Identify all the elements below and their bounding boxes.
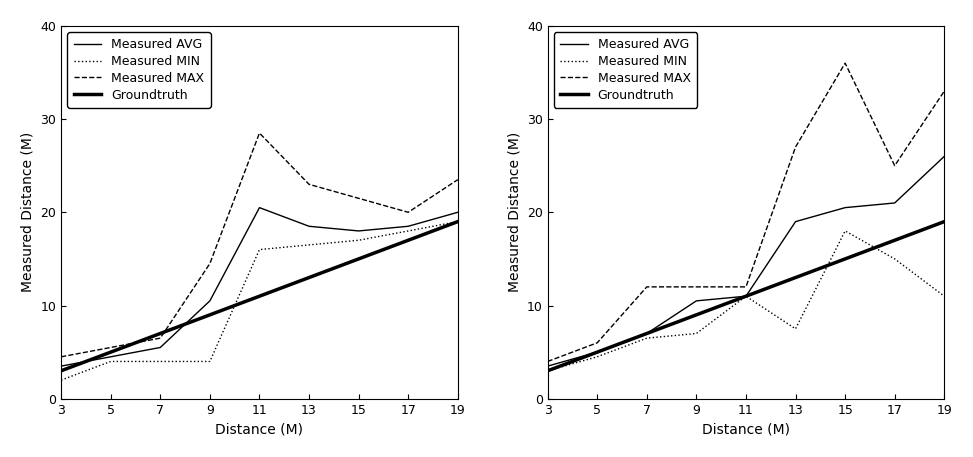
- Line: Measured MAX: Measured MAX: [61, 133, 457, 357]
- Measured MIN: [254, 247, 266, 252]
- Measured AVG: [451, 210, 463, 215]
- Groundtruth: [790, 275, 802, 280]
- Groundtruth: [254, 293, 266, 299]
- Line: Groundtruth: Groundtruth: [61, 222, 457, 371]
- Measured MAX: [840, 60, 851, 66]
- Measured MAX: [403, 210, 414, 215]
- Measured AVG: [105, 354, 117, 360]
- Measured MIN: [592, 354, 603, 360]
- Groundtruth: [304, 275, 315, 280]
- Measured MAX: [889, 163, 901, 169]
- Measured MIN: [105, 359, 117, 364]
- Legend: Measured AVG, Measured MIN, Measured MAX, Groundtruth: Measured AVG, Measured MIN, Measured MAX…: [554, 32, 697, 108]
- Measured MAX: [155, 335, 166, 341]
- Measured AVG: [403, 223, 414, 229]
- Groundtruth: [938, 219, 950, 224]
- Line: Measured MAX: Measured MAX: [548, 63, 944, 361]
- Measured AVG: [542, 363, 554, 369]
- Measured MIN: [938, 293, 950, 299]
- Measured MIN: [542, 368, 554, 373]
- Groundtruth: [204, 312, 216, 318]
- Measured AVG: [938, 154, 950, 159]
- Measured AVG: [889, 200, 901, 206]
- Measured AVG: [204, 298, 216, 303]
- Groundtruth: [542, 368, 554, 373]
- Measured MIN: [204, 359, 216, 364]
- Measured MAX: [592, 340, 603, 345]
- Measured MIN: [889, 256, 901, 262]
- Line: Measured AVG: Measured AVG: [61, 207, 457, 366]
- Measured MAX: [740, 284, 752, 290]
- Measured MAX: [353, 196, 365, 201]
- Measured MIN: [740, 293, 752, 299]
- X-axis label: Distance (M): Distance (M): [702, 422, 790, 436]
- Y-axis label: Measured Distance (M): Measured Distance (M): [20, 132, 35, 292]
- Groundtruth: [889, 238, 901, 243]
- Measured MAX: [790, 144, 802, 150]
- Measured MIN: [641, 335, 653, 341]
- Groundtruth: [592, 350, 603, 355]
- Measured AVG: [254, 205, 266, 210]
- Groundtruth: [691, 312, 703, 318]
- Measured MIN: [304, 242, 315, 248]
- Measured MAX: [641, 284, 653, 290]
- Measured MIN: [790, 326, 802, 332]
- Measured MAX: [204, 261, 216, 266]
- Groundtruth: [641, 331, 653, 336]
- Measured MIN: [403, 228, 414, 234]
- Y-axis label: Measured Distance (M): Measured Distance (M): [507, 132, 522, 292]
- Measured MAX: [304, 181, 315, 187]
- Groundtruth: [105, 350, 117, 355]
- Measured MIN: [55, 377, 67, 383]
- Measured MAX: [105, 345, 117, 350]
- Measured AVG: [55, 363, 67, 369]
- Measured MIN: [451, 219, 463, 224]
- Measured AVG: [304, 223, 315, 229]
- Measured AVG: [840, 205, 851, 210]
- Measured AVG: [353, 228, 365, 234]
- Line: Measured MIN: Measured MIN: [61, 222, 457, 380]
- Line: Measured AVG: Measured AVG: [548, 156, 944, 366]
- Measured MIN: [840, 228, 851, 234]
- Groundtruth: [55, 368, 67, 373]
- Groundtruth: [451, 219, 463, 224]
- Groundtruth: [840, 256, 851, 262]
- Groundtruth: [155, 331, 166, 336]
- Measured MIN: [353, 238, 365, 243]
- Measured AVG: [691, 298, 703, 303]
- Measured MAX: [938, 88, 950, 94]
- Line: Measured MIN: Measured MIN: [548, 231, 944, 371]
- Measured MAX: [542, 359, 554, 364]
- Groundtruth: [403, 238, 414, 243]
- Measured MIN: [155, 359, 166, 364]
- Measured MAX: [451, 177, 463, 182]
- Measured AVG: [740, 293, 752, 299]
- Measured MAX: [55, 354, 67, 360]
- Groundtruth: [353, 256, 365, 262]
- Measured AVG: [155, 345, 166, 350]
- Measured MAX: [254, 130, 266, 136]
- Measured AVG: [641, 331, 653, 336]
- X-axis label: Distance (M): Distance (M): [215, 422, 304, 436]
- Measured MIN: [691, 331, 703, 336]
- Groundtruth: [740, 293, 752, 299]
- Legend: Measured AVG, Measured MIN, Measured MAX, Groundtruth: Measured AVG, Measured MIN, Measured MAX…: [67, 32, 210, 108]
- Measured AVG: [592, 350, 603, 355]
- Line: Groundtruth: Groundtruth: [548, 222, 944, 371]
- Measured MAX: [691, 284, 703, 290]
- Measured AVG: [790, 219, 802, 224]
